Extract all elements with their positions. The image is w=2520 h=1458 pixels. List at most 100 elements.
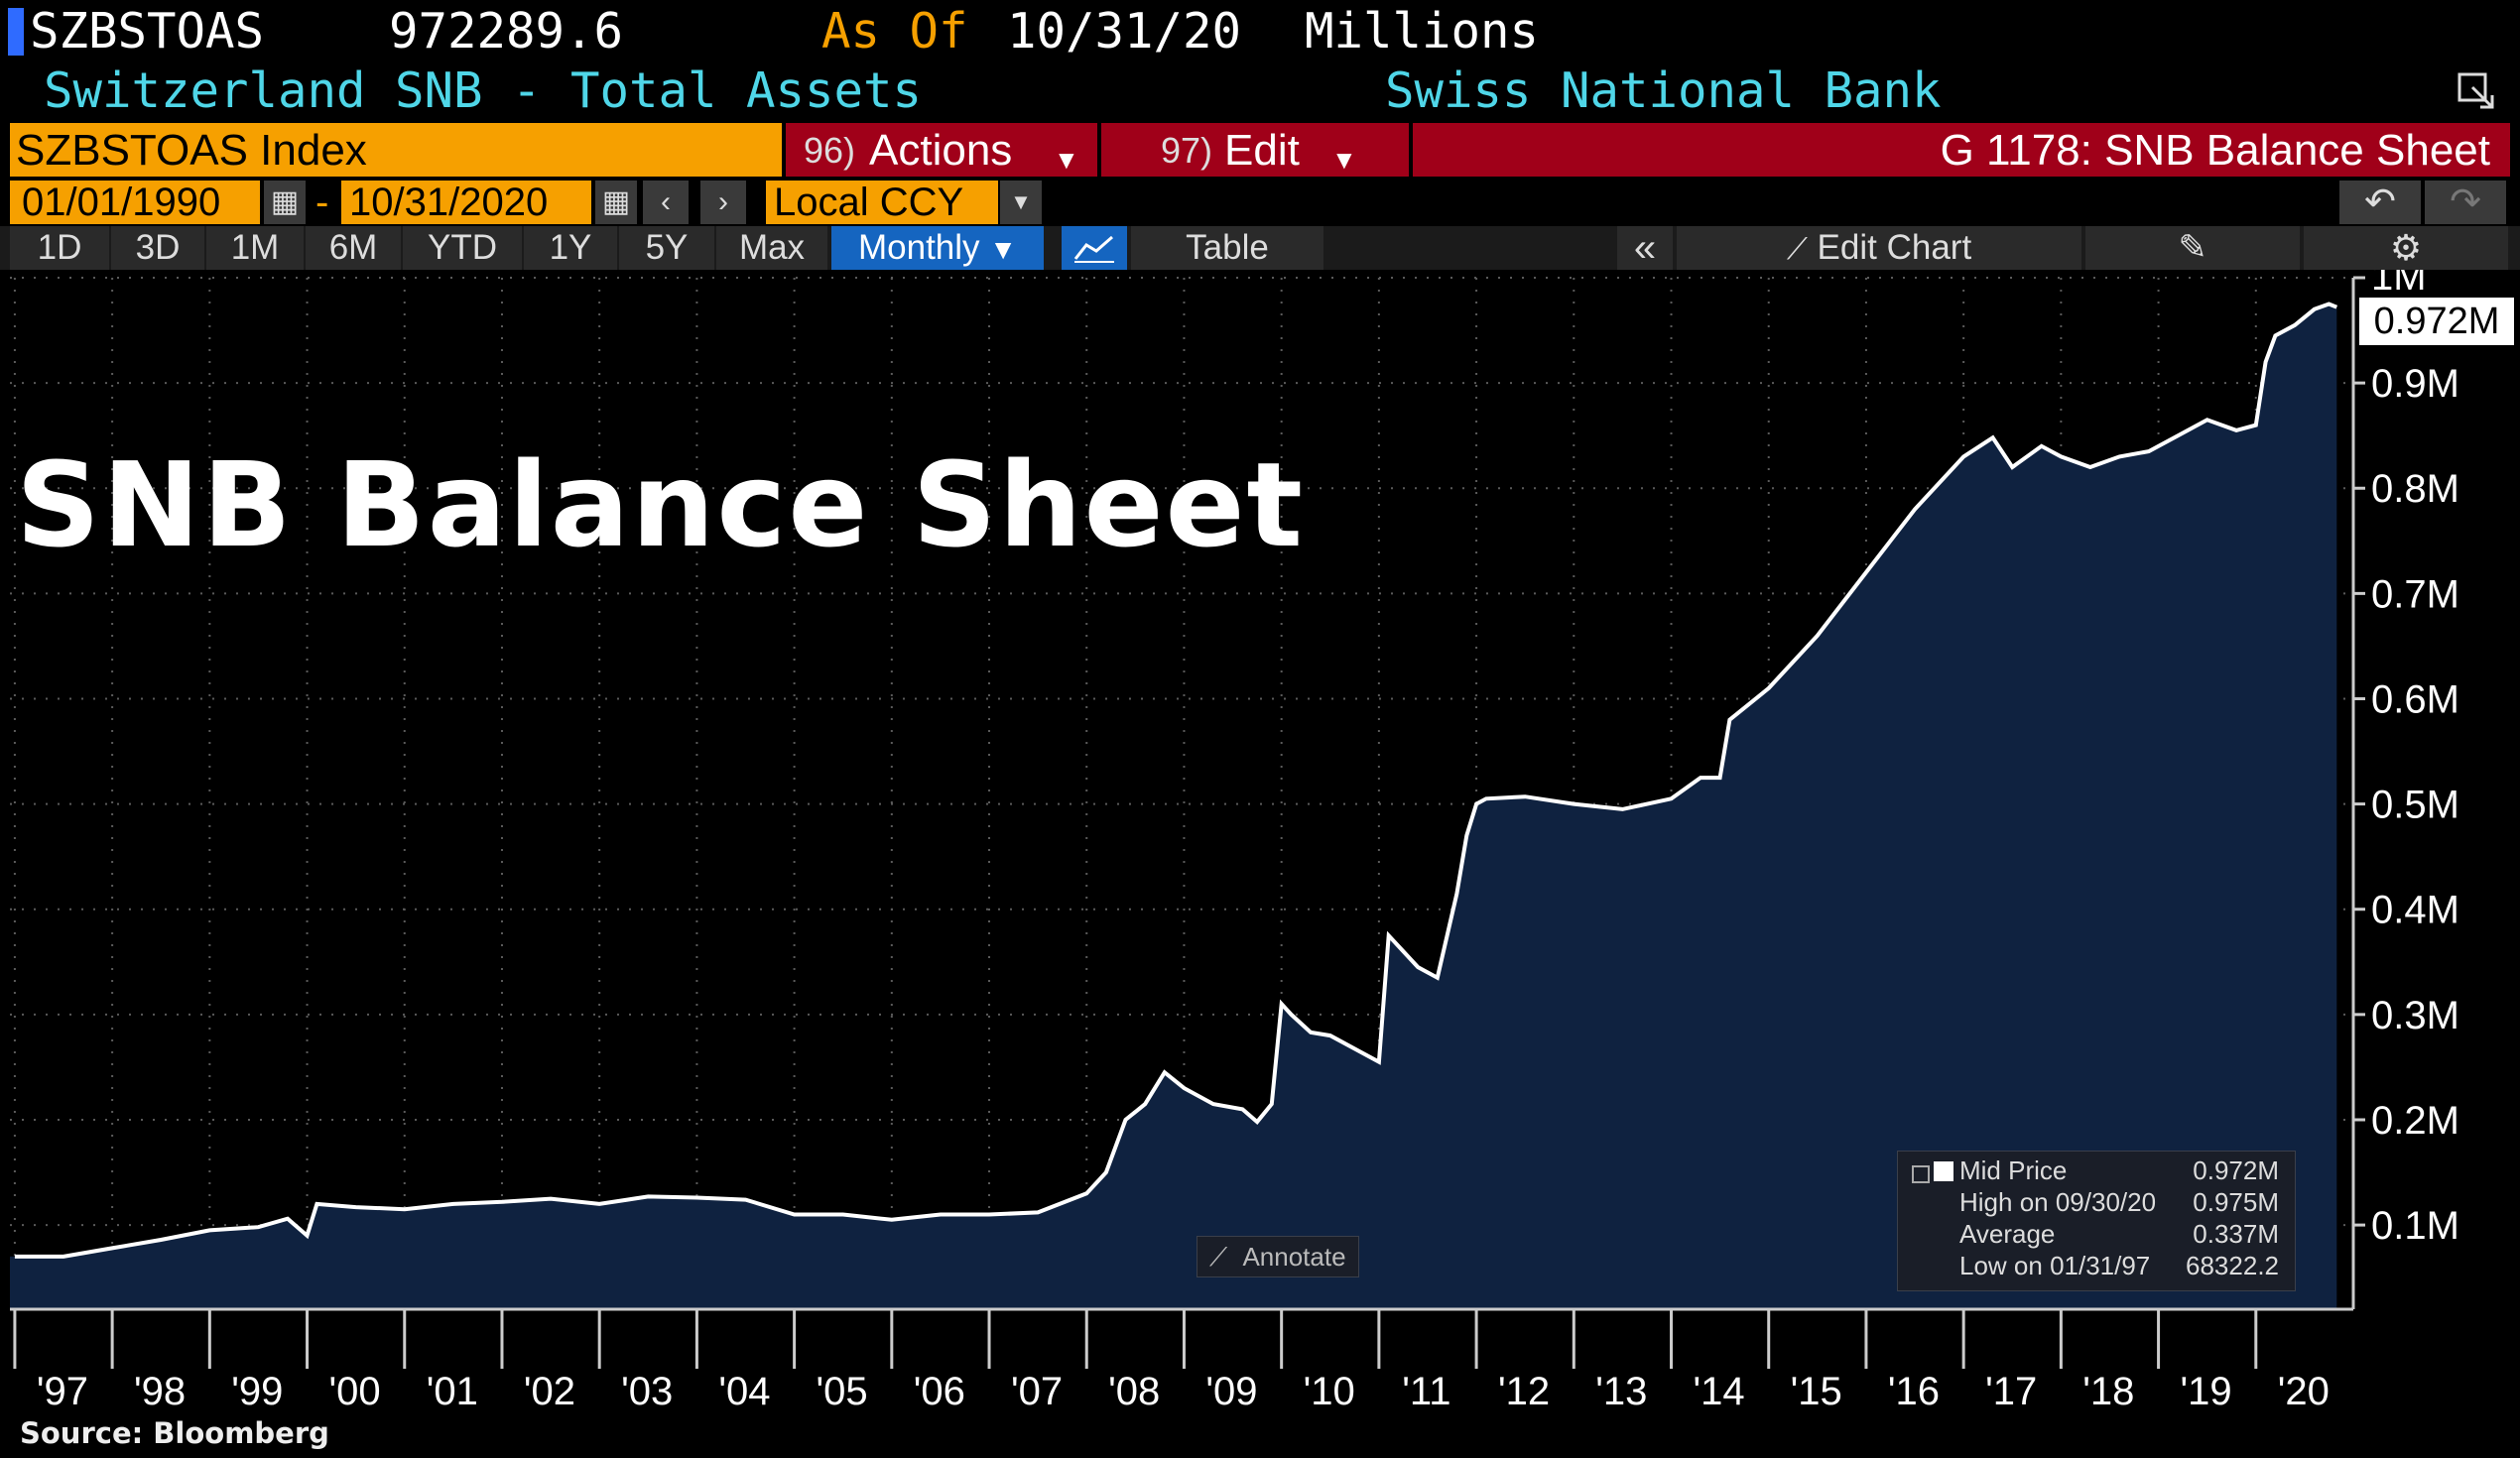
x-tick-label: '13 [1595,1370,1647,1413]
x-tick-label: '05 [817,1370,868,1413]
collapse-icon[interactable]: « [1617,226,1673,270]
annotate-button[interactable]: ⟋ Annotate [1197,1236,1359,1277]
edit-chart-label: Edit Chart [1817,228,1972,267]
prev-period-button[interactable]: ‹ [643,181,689,224]
range-3d-button[interactable]: 3D [111,226,204,270]
chart-title: SNB Balance Sheet [16,436,1305,573]
x-tick-label: '00 [328,1370,380,1413]
x-tick-label: '11 [1402,1370,1450,1413]
range-6m-button[interactable]: 6M [306,226,401,270]
x-tick-label: '02 [524,1370,575,1413]
y-tick-label: 0.7M [2371,572,2459,616]
legend-low-value: 68322.2 [2186,1251,2279,1280]
chevron-down-icon: ▼ [1054,145,1079,175]
total-assets-area [10,304,2337,1309]
x-tick-label: '07 [1011,1370,1063,1413]
annotate-label: Annotate [1242,1242,1346,1272]
y-tick-label: 0.1M [2371,1204,2459,1248]
y-tick-label: 1M [2371,270,2427,299]
edit-number: 97) [1161,130,1213,171]
actions-label: Actions [869,126,1013,175]
range-5y-button[interactable]: 5Y [619,226,714,270]
frequency-text: Monthly [857,228,980,267]
actions-menu[interactable]: 96) Actions ▼ [786,123,1097,177]
legend-low-label: Low on 01/31/97 [1959,1251,2151,1280]
ticker-text: SZBSTOAS [30,3,265,60]
chevron-down-icon: ▼ [989,234,1017,265]
security-field[interactable]: SZBSTOAS Index [10,123,782,177]
currency-select[interactable]: Local CCY [766,181,998,224]
x-tick-label: '20 [2278,1370,2330,1413]
chart-edit-icon: ⟋ [1786,233,1808,266]
x-tick-label: '01 [427,1370,478,1413]
legend-collapse-icon[interactable] [1912,1165,1930,1183]
legend-high-label: High on 09/30/20 [1959,1187,2157,1217]
table-button[interactable]: Table [1131,226,1323,270]
legend-mid-label: Mid Price [1959,1155,2068,1185]
end-date-field[interactable]: 10/31/2020 [341,181,591,224]
x-tick-label: '99 [231,1370,283,1413]
legend-high-value: 0.975M [2193,1187,2279,1217]
line-chart-icon[interactable] [1062,226,1127,270]
redo-icon[interactable]: ↷ [2425,181,2506,224]
start-date-field[interactable]: 01/01/1990 [10,181,260,224]
security-header: SZBSTOAS 972289.6 As Of 10/31/20 Million… [0,0,2520,61]
undo-icon[interactable]: ↶ [2339,181,2421,224]
y-tick-label: 0.8M [2371,467,2459,511]
range-max-button[interactable]: Max [716,226,827,270]
x-tick-label: '09 [1205,1370,1257,1413]
edit-chart-button[interactable]: ⟋ Edit Chart [1677,226,2081,270]
legend-avg-label: Average [1959,1219,2056,1249]
popout-icon[interactable] [2457,71,2496,111]
calendar-icon[interactable]: ▦ [264,181,306,224]
range-1m-button[interactable]: 1M [206,226,304,270]
source-note: Source: Bloomberg [20,1416,329,1450]
y-tick-label: 0.4M [2371,889,2459,932]
range-ytd-button[interactable]: YTD [403,226,522,270]
legend-avg-value: 0.337M [2193,1219,2279,1249]
date-separator: - [315,181,329,224]
gear-icon[interactable]: ⚙ [2304,226,2508,270]
actions-number: 96) [804,130,856,171]
legend-swatch [1934,1161,1953,1181]
x-tick-label: '12 [1498,1370,1550,1413]
x-axis-ticks: '97 '98 '99 '00 '01 '02 '03 '04 '05 '06 '07 '08 '09 '… [13,1309,2330,1413]
total-assets-line [14,302,2338,1259]
description-text: Switzerland SNB - Total Assets [44,62,923,119]
edit-label: Edit [1224,126,1300,175]
units-text: Millions [1305,3,1540,60]
x-tick-label: '97 [37,1370,88,1413]
x-tick-label: '16 [1888,1370,1940,1413]
chevron-down-icon: ▼ [1331,145,1357,175]
x-tick-label: '98 [134,1370,186,1413]
currency-text: Local CCY [774,181,964,224]
blue-marker [8,8,24,56]
next-period-button[interactable]: › [700,181,746,224]
range-1y-button[interactable]: 1Y [524,226,617,270]
edit-menu[interactable]: 97) Edit ▼ [1101,123,1409,177]
pencil-icon: ⟋ [1209,1242,1228,1272]
calendar-icon[interactable]: ▦ [595,181,637,224]
page-title-bar: G 1178: SNB Balance Sheet [1413,123,2510,177]
x-tick-label: '03 [621,1370,673,1413]
annotate-tool-icon[interactable]: ✎ [2085,226,2300,270]
as-of-label: As Of [821,3,968,60]
as-of-date: 10/31/20 [1007,3,1242,60]
x-tick-label: '14 [1693,1370,1744,1413]
frequency-select[interactable]: Monthly ▼ [831,226,1044,270]
date-row: 01/01/1990 ▦ - 10/31/2020 ▦ ‹ › Local CC… [0,181,2520,224]
y-tick-label: 0.5M [2371,784,2459,827]
range-row: 1D 3D 1M 6M YTD 1Y 5Y Max Monthly ▼ Tabl… [0,226,2520,270]
source-name-text: Swiss National Bank [1385,62,1942,119]
y-tick-label: 0.3M [2371,994,2459,1037]
range-1d-button[interactable]: 1D [10,226,109,270]
x-tick-label: '04 [718,1370,770,1413]
chevron-down-icon[interactable]: ▼ [1000,181,1042,224]
y-tick-label: 0.2M [2371,1099,2459,1143]
x-tick-label: '06 [914,1370,965,1413]
x-tick-label: '08 [1108,1370,1160,1413]
x-tick-label: '18 [2082,1370,2134,1413]
page-title: G 1178: SNB Balance Sheet [1940,126,2490,175]
balance-sheet-chart: '97 '98 '99 '00 '01 '02 '03 '04 '05 '06 '07 '08 '09 '… [10,270,2459,1413]
y-tick-label: 0.9M [2371,362,2459,406]
